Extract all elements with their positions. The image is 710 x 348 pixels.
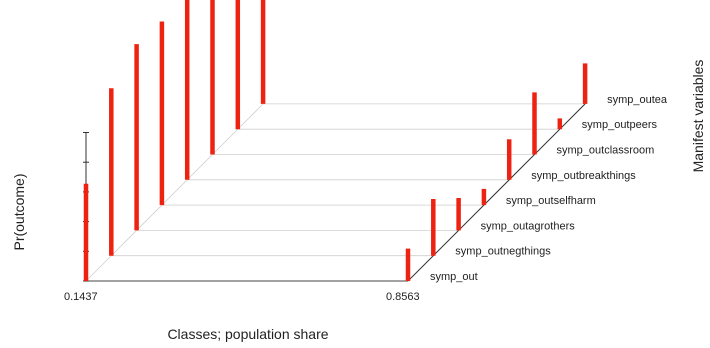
variable-label-symp_outeat: symp_outea	[607, 94, 668, 106]
class-share-label-2: 0.8563	[386, 291, 420, 303]
z-axis-title: Manifest variables	[690, 60, 706, 173]
chart-floor	[85, 103, 586, 282]
floor-left-edge	[85, 103, 264, 282]
labels-group: symp_out symp_outnegthings symp_outagrothe…	[64, 94, 668, 303]
bars-group	[83, 0, 588, 281]
class-share-label-1: 0.1437	[64, 291, 98, 303]
y-axis-title: Pr(outcome)	[11, 173, 27, 250]
variable-label-symp_outclassroom: symp_outclassroom	[557, 145, 655, 157]
x-axis-title: Classes; population share	[167, 326, 328, 342]
floor-right-edge	[407, 103, 586, 282]
variable-label-symp_outpeers: symp_outpeers	[582, 119, 658, 131]
variable-label-symp_outselfharm: symp_outselfharm	[506, 195, 596, 207]
variable-label-symp_outbreakthings: symp_outbreakthings	[531, 170, 636, 182]
variable-label-symp_outagrothers: symp_outagrothers	[481, 220, 576, 232]
variable-label-symp_out: symp_out	[430, 271, 478, 283]
variable-label-symp_outnegthings: symp_outnegthings	[455, 246, 551, 258]
